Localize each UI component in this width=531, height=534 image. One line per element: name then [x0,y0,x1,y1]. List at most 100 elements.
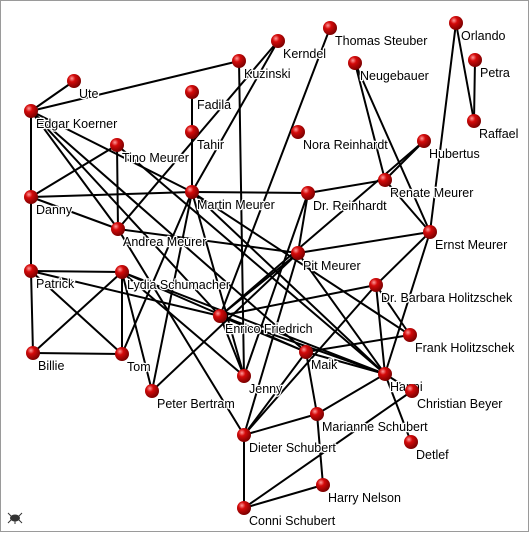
node-label: Frank Holitzschek [415,341,515,355]
node-ball[interactable] [110,138,124,152]
node-frank-holitzschek[interactable]: Frank Holitzschek [403,328,516,356]
node-edgar-koerner[interactable]: Edgar Koerner [24,104,119,132]
node-dr-reinhardt[interactable]: Dr. Reinhardt [301,186,388,214]
node-thomas-steuber[interactable]: Thomas Steuber [323,21,429,49]
node-danny[interactable]: Danny [24,190,74,218]
node-ball[interactable] [316,478,330,492]
node-ball[interactable] [67,74,81,88]
node-ball[interactable] [348,56,362,70]
node-label: Lydia Schumacher [127,278,230,292]
node-harry-nelson[interactable]: Harry Nelson [316,478,402,506]
node-ball[interactable] [467,114,481,128]
node-label: Harry Nelson [328,491,401,505]
edge-jenny-enrico_friedrich [219,315,245,377]
node-ernst-meurer[interactable]: Ernst Meurer [423,225,509,253]
node-ball[interactable] [301,186,315,200]
node-ball[interactable] [405,384,419,398]
edge-pit_meurer-dr_reinhardt [297,192,309,254]
node-ball[interactable] [237,369,251,383]
node-kerndel[interactable]: Kerndel [271,34,327,62]
edge-tino_meurer-hanni [116,144,386,375]
node-ute[interactable]: Ute [67,74,100,102]
node-ball[interactable] [24,104,38,118]
node-neugebauer[interactable]: Neugebauer [348,56,430,84]
node-patrick[interactable]: Patrick [24,264,76,292]
node-tino-meurer[interactable]: Tino Meurer [110,138,190,166]
node-ball[interactable] [369,278,383,292]
edge-orlando-raffael [455,22,475,122]
node-ball[interactable] [378,367,392,381]
node-ball[interactable] [468,53,482,67]
edge-edgar_koerner-maik [30,110,307,353]
node-tom[interactable]: Tom [115,347,152,375]
node-ball[interactable] [417,134,431,148]
node-orlando[interactable]: Orlando [449,16,507,44]
node-label: Fadila [197,98,231,112]
node-ball[interactable] [404,435,418,449]
node-ball[interactable] [310,407,324,421]
node-renate-meurer[interactable]: Renate Meurer [378,173,475,201]
node-label: Pit Meurer [303,259,361,273]
node-lydia-schumacher[interactable]: Lydia Schumacher [115,265,231,293]
node-peter-bertram[interactable]: Peter Bertram [145,384,236,412]
edge-petra-raffael [473,59,476,122]
node-label: Kerndel [283,47,326,61]
node-jenny[interactable]: Jenny [237,369,284,397]
node-ball[interactable] [185,125,199,139]
node-ball[interactable] [24,190,38,204]
node-ball[interactable] [26,346,40,360]
node-billie[interactable]: Billie [26,346,66,374]
node-enrico-friedrich[interactable]: Enrico Friedrich [213,309,314,337]
node-dieter-schubert[interactable]: Dieter Schubert [237,428,338,456]
node-ball[interactable] [237,501,251,515]
node-ball[interactable] [213,309,227,323]
node-pit-meurer[interactable]: Pit Meurer [291,246,362,274]
node-ball[interactable] [449,16,463,30]
edge-hanni-enrico_friedrich [219,315,386,375]
node-dr-barbara-holitzschek[interactable]: Dr. Barbara Holitzschek [369,278,514,306]
node-ball[interactable] [24,264,38,278]
edge-patrick-billie [30,270,34,354]
node-label: Ernst Meurer [435,238,507,252]
node-nora-reinhardt[interactable]: Nora Reinhardt [291,125,390,153]
node-ball[interactable] [291,125,305,139]
node-hubertus[interactable]: Hubertus [417,134,481,162]
node-raffael[interactable]: Raffael [467,114,520,142]
edge-dr_barbara_holitzschek-dieter_schubert [243,284,377,436]
node-ball[interactable] [323,21,337,35]
node-ball[interactable] [115,265,129,279]
edge-lydia_schumacher-hanni [121,271,386,375]
node-martin-meurer[interactable]: Martin Meurer [185,185,276,213]
node-petra[interactable]: Petra [468,53,511,81]
node-tahir[interactable]: Tahir [185,125,225,153]
node-maik[interactable]: Maik [299,345,339,373]
node-label: Maik [311,358,338,372]
node-ball[interactable] [237,428,251,442]
edge-maik-marianne_schubert [305,351,318,415]
edge-dr_barbara_holitzschek-frank_holitzschek [375,284,411,336]
node-ball[interactable] [271,34,285,48]
node-ball[interactable] [185,185,199,199]
node-ball[interactable] [299,345,313,359]
node-label: Patrick [36,277,75,291]
node-ball[interactable] [423,225,437,239]
node-ball[interactable] [378,173,392,187]
node-ball[interactable] [291,246,305,260]
node-christian-beyer[interactable]: Christian Beyer [405,384,504,412]
node-marianne-schubert[interactable]: Marianne Schubert [310,407,429,435]
node-detlef[interactable]: Detlef [404,435,450,463]
node-ball[interactable] [185,85,199,99]
node-ball[interactable] [145,384,159,398]
node-ball[interactable] [403,328,417,342]
node-fadila[interactable]: Fadila [185,85,232,113]
node-kuzinski[interactable]: Kuzinski [232,54,292,82]
node-conni-schubert[interactable]: Conni Schubert [237,501,337,529]
node-label: Orlando [461,29,506,43]
node-ball[interactable] [232,54,246,68]
node-ball[interactable] [111,222,125,236]
node-ball[interactable] [115,347,129,361]
edge-dr_reinhardt-renate_meurer [307,179,386,194]
edge-pit_meurer-dieter_schubert [243,252,299,436]
node-andrea-meurer[interactable]: Andrea Meurer [111,222,208,250]
